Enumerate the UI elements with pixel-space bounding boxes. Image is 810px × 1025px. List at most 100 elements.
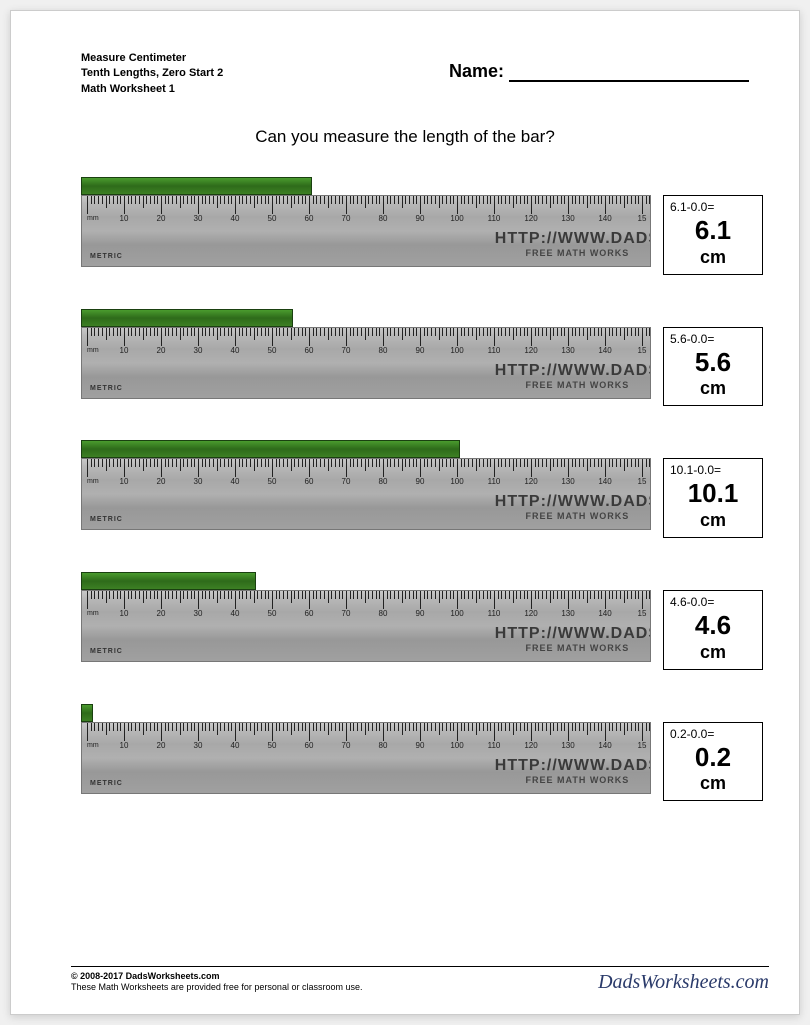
ruler-tick-label: 30 xyxy=(194,609,203,618)
ruler-watermark: HTTP://WWW.DADSFREE MATH WORKS xyxy=(495,757,651,785)
ruler-tick-label: 100 xyxy=(450,741,463,750)
ruler-tick-label: 40 xyxy=(231,214,240,223)
ruler: 10203040506070809010011012013014015mmMET… xyxy=(81,327,651,399)
ruler-tick-label: 130 xyxy=(561,609,574,618)
ruler-tick-label: 120 xyxy=(524,214,537,223)
ruler: 10203040506070809010011012013014015mmMET… xyxy=(81,195,651,267)
ruler-tick-label: 140 xyxy=(598,741,611,750)
watermark-subtitle: FREE MATH WORKS xyxy=(495,511,651,521)
answer-box: 5.6-0.0=5.6cm xyxy=(663,327,763,407)
ruler-tick-label: 10 xyxy=(120,346,129,355)
ruler-tick-label: 100 xyxy=(450,214,463,223)
answer-value: 5.6 xyxy=(670,348,756,377)
watermark-subtitle: FREE MATH WORKS xyxy=(495,775,651,785)
ruler-tick-label: 40 xyxy=(231,477,240,486)
ruler-tick-label: 30 xyxy=(194,214,203,223)
measure-bar xyxy=(81,309,293,327)
header-meta: Measure Centimeter Tenth Lengths, Zero S… xyxy=(41,51,223,97)
worksheet-page: Measure Centimeter Tenth Lengths, Zero S… xyxy=(10,10,800,1015)
answer-value: 4.6 xyxy=(670,611,756,640)
problem-row: 10203040506070809010011012013014015mmMET… xyxy=(41,572,769,670)
ruler-tick-label: 130 xyxy=(561,214,574,223)
ruler-tick-label: 60 xyxy=(305,214,314,223)
ruler-tick-label: 140 xyxy=(598,214,611,223)
measure-bar xyxy=(81,704,93,722)
measure-bar xyxy=(81,440,460,458)
watermark-subtitle: FREE MATH WORKS xyxy=(495,380,651,390)
ruler-tick-label: 130 xyxy=(561,477,574,486)
ruler-tick-label: 50 xyxy=(268,477,277,486)
problem-row: 10203040506070809010011012013014015mmMET… xyxy=(41,309,769,407)
footer: © 2008-2017 DadsWorksheets.com These Mat… xyxy=(71,966,769,994)
watermark-url: HTTP://WWW.DADS xyxy=(495,625,651,643)
ruler-tick-label: 80 xyxy=(379,477,388,486)
ruler-tick-label: 100 xyxy=(450,477,463,486)
ruler-tick-label: 140 xyxy=(598,346,611,355)
ruler-tick-label: 30 xyxy=(194,346,203,355)
ruler-tick-label: 70 xyxy=(342,477,351,486)
answer-value: 6.1 xyxy=(670,216,756,245)
answer-unit: cm xyxy=(670,247,756,268)
ruler-tick-label: 15 xyxy=(638,609,647,618)
ruler: 10203040506070809010011012013014015mmMET… xyxy=(81,722,651,794)
answer-unit: cm xyxy=(670,773,756,794)
watermark-url: HTTP://WWW.DADS xyxy=(495,362,651,380)
name-field: Name: xyxy=(449,61,749,82)
watermark-url: HTTP://WWW.DADS xyxy=(495,230,651,248)
ruler-tick-label: 10 xyxy=(120,477,129,486)
watermark-url: HTTP://WWW.DADS xyxy=(495,757,651,775)
ruler-mm-label: mm xyxy=(87,610,99,617)
ruler-tick-label: 30 xyxy=(194,477,203,486)
ruler-metric-label: METRIC xyxy=(90,648,123,655)
ruler-tick-label: 20 xyxy=(157,477,166,486)
ruler-tick-label: 15 xyxy=(638,346,647,355)
ruler-column: 10203040506070809010011012013014015mmMET… xyxy=(41,177,651,267)
ruler-watermark: HTTP://WWW.DADSFREE MATH WORKS xyxy=(495,625,651,653)
answer-unit: cm xyxy=(670,510,756,531)
ruler-column: 10203040506070809010011012013014015mmMET… xyxy=(41,572,651,662)
ruler-tick-label: 120 xyxy=(524,609,537,618)
ruler-tick-label: 15 xyxy=(638,214,647,223)
prompt-text: Can you measure the length of the bar? xyxy=(41,127,769,147)
ruler-tick-label: 70 xyxy=(342,214,351,223)
ruler-tick-label: 110 xyxy=(488,609,501,618)
ruler-tick-label: 20 xyxy=(157,609,166,618)
ruler-tick-label: 20 xyxy=(157,214,166,223)
answer-value: 10.1 xyxy=(670,479,756,508)
answer-expression: 10.1-0.0= xyxy=(670,463,756,477)
ruler-tick-label: 90 xyxy=(416,346,425,355)
ruler-tick-label: 90 xyxy=(416,741,425,750)
ruler-tick-label: 60 xyxy=(305,346,314,355)
answer-expression: 4.6-0.0= xyxy=(670,595,756,609)
ruler-tick-label: 10 xyxy=(120,214,129,223)
ruler-tick-label: 130 xyxy=(561,741,574,750)
measure-bar xyxy=(81,572,256,590)
ruler-tick-label: 130 xyxy=(561,346,574,355)
problem-row: 10203040506070809010011012013014015mmMET… xyxy=(41,440,769,538)
watermark-url: HTTP://WWW.DADS xyxy=(495,493,651,511)
footer-note: These Math Worksheets are provided free … xyxy=(71,982,362,994)
ruler-tick-label: 50 xyxy=(268,741,277,750)
ruler-metric-label: METRIC xyxy=(90,385,123,392)
problem-row: 10203040506070809010011012013014015mmMET… xyxy=(41,177,769,275)
footer-text: © 2008-2017 DadsWorksheets.com These Mat… xyxy=(71,971,362,994)
ruler-tick-label: 40 xyxy=(231,346,240,355)
ruler-tick-label: 15 xyxy=(638,477,647,486)
ruler-mm-label: mm xyxy=(87,742,99,749)
name-blank-line[interactable] xyxy=(509,80,749,82)
ruler-tick-label: 100 xyxy=(450,609,463,618)
answer-expression: 5.6-0.0= xyxy=(670,332,756,346)
ruler-tick-label: 80 xyxy=(379,214,388,223)
ruler-tick-label: 90 xyxy=(416,214,425,223)
header: Measure Centimeter Tenth Lengths, Zero S… xyxy=(41,51,769,97)
name-label: Name: xyxy=(449,61,504,81)
ruler-tick-label: 80 xyxy=(379,346,388,355)
measure-bar xyxy=(81,177,312,195)
ruler-tick-label: 110 xyxy=(488,346,501,355)
ruler-tick-label: 70 xyxy=(342,346,351,355)
ruler-column: 10203040506070809010011012013014015mmMET… xyxy=(41,440,651,530)
problem-row: 10203040506070809010011012013014015mmMET… xyxy=(41,704,769,802)
ruler-tick-label: 60 xyxy=(305,741,314,750)
ruler-column: 10203040506070809010011012013014015mmMET… xyxy=(41,704,651,794)
ruler-tick-label: 120 xyxy=(524,346,537,355)
